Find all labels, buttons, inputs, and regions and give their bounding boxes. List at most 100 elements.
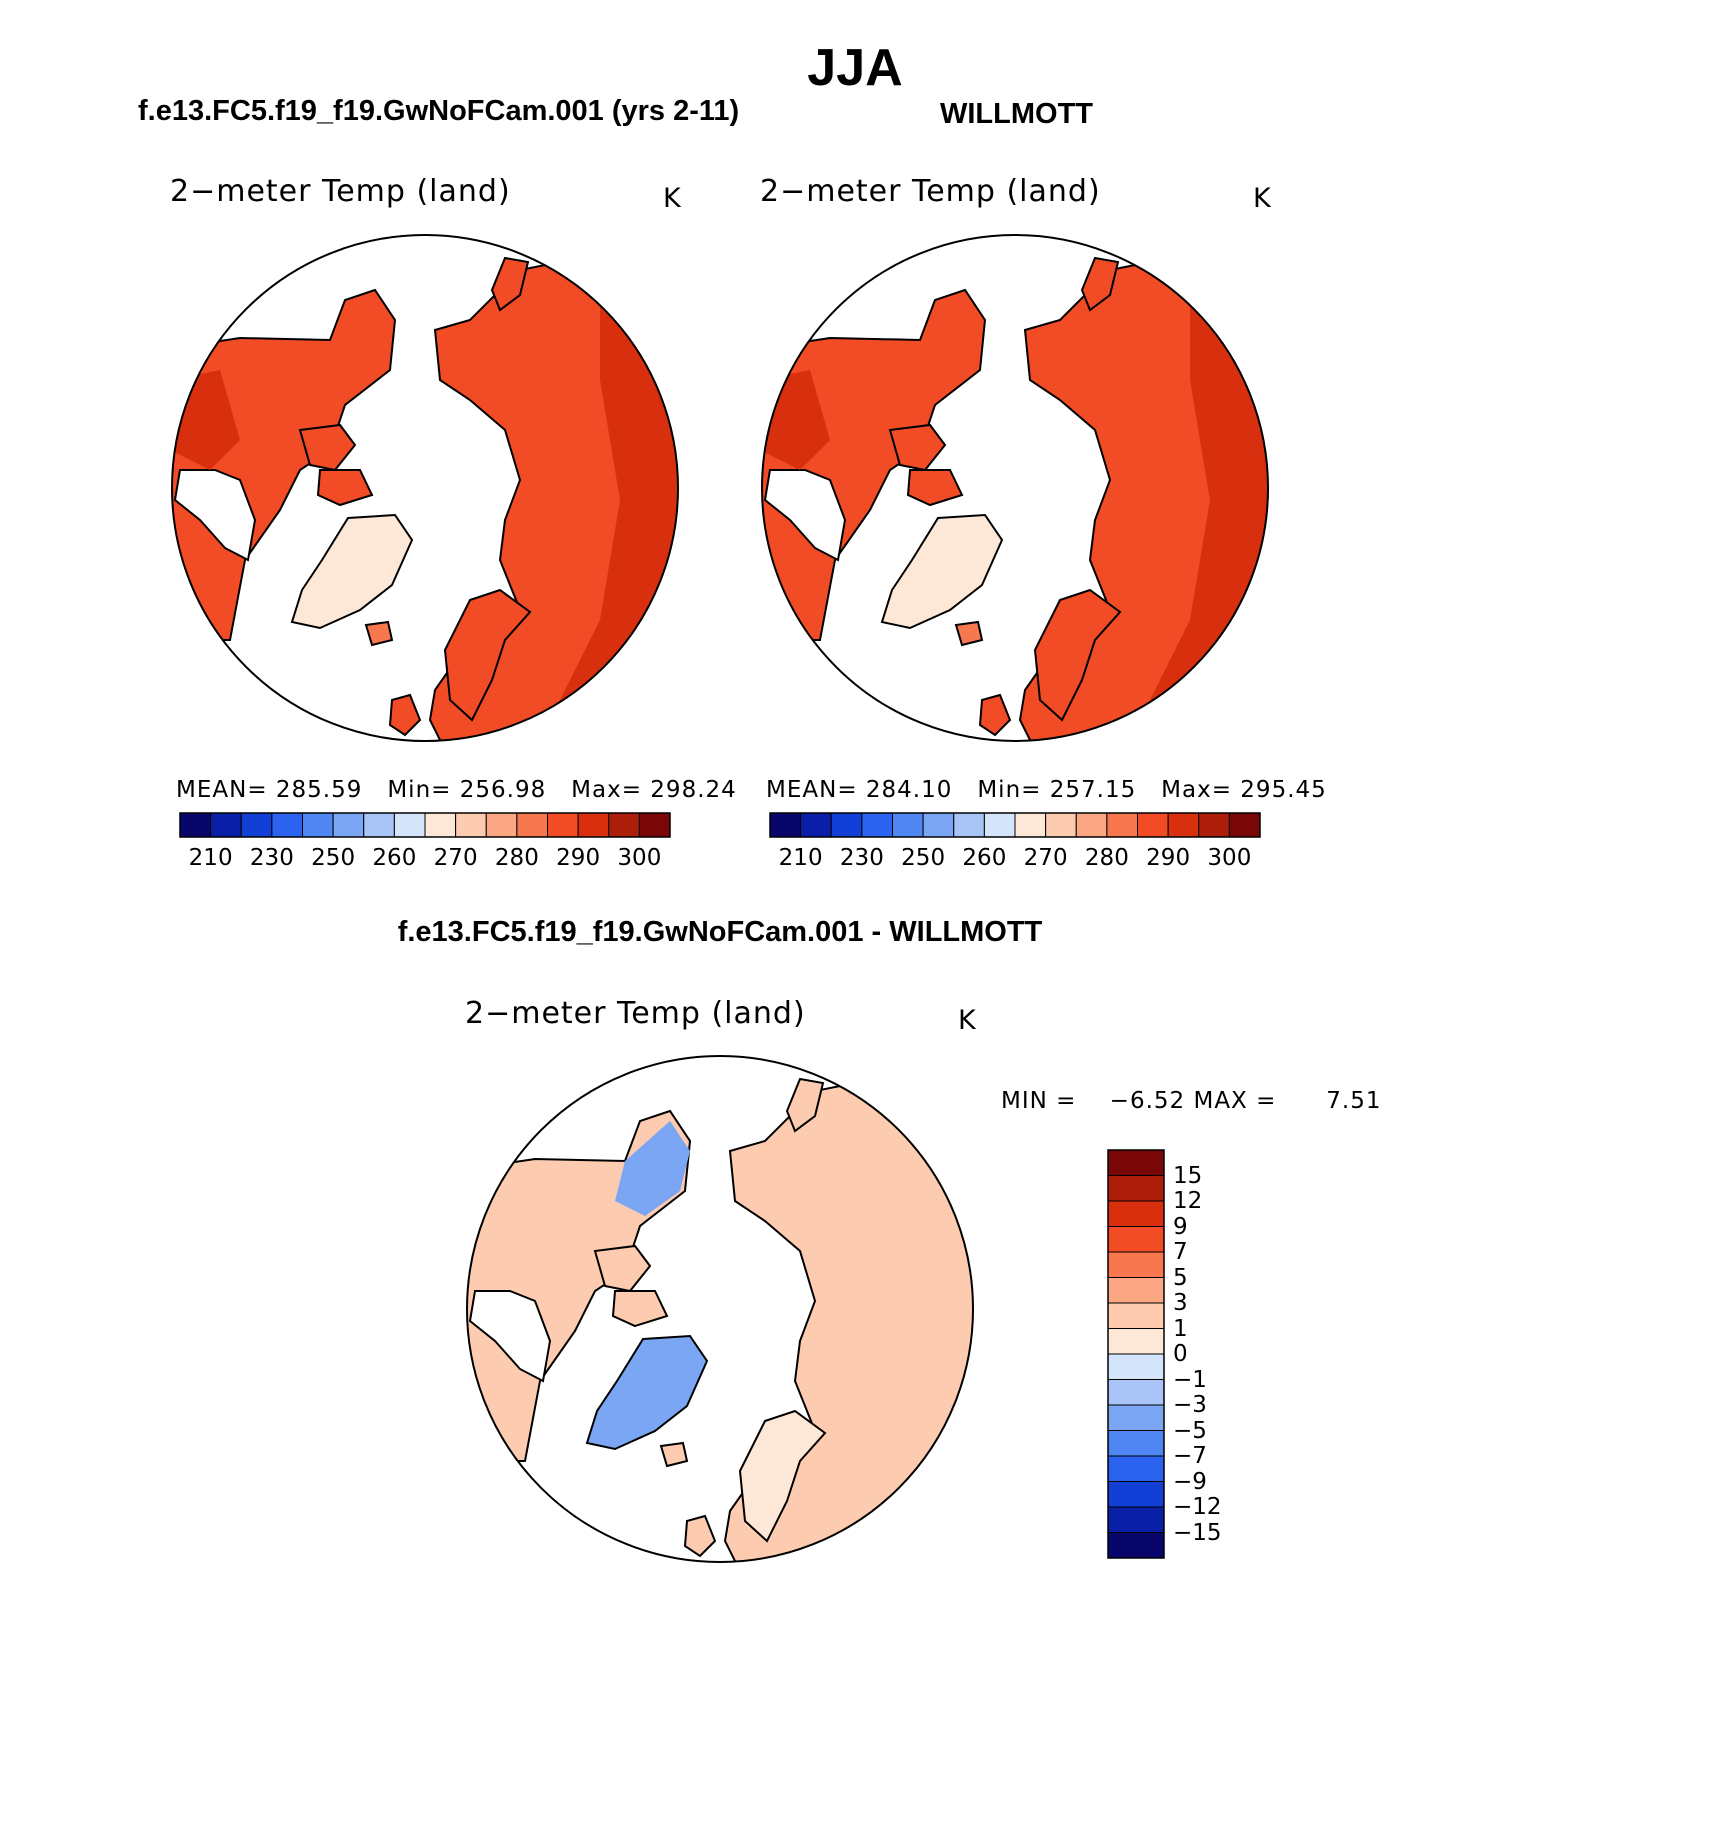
eurasia-landmass <box>490 256 530 312</box>
colorbar-panel-1 <box>179 812 671 838</box>
america-landmass <box>888 423 947 472</box>
colorbar-tick-label: 15 <box>1173 1162 1203 1189</box>
colorbar-tick-label: 0 <box>1173 1341 1188 1367</box>
panel2-stats: MEAN= 284.10 Min= 257.15 Max= 295.45 <box>766 777 1327 803</box>
colorbar-tick-label: 260 <box>962 845 1007 871</box>
colorbar-box <box>363 812 395 838</box>
colorbar-tick-label: −9 <box>1173 1468 1207 1495</box>
map-border <box>171 234 679 742</box>
mean-value: 285.59 <box>275 777 363 803</box>
colorbar-frame <box>179 812 671 838</box>
america-landmass <box>611 1290 669 1328</box>
america-landmass <box>593 1244 652 1293</box>
colorbar-tick-label: 210 <box>778 845 823 871</box>
colorbar-tick-label: 7 <box>1173 1239 1188 1265</box>
max-label: Max= <box>1161 777 1232 803</box>
mean-value: 284.10 <box>865 777 953 803</box>
colorbar-box <box>1107 1379 1165 1406</box>
scandinavia-landmass <box>1033 588 1122 722</box>
america-landmass <box>763 469 847 562</box>
colorbar-tick-label: 230 <box>839 845 884 871</box>
colorbar-box <box>1167 812 1200 838</box>
colorbar-tick-label: −1 <box>1173 1366 1207 1393</box>
panel1-title: f.e13.FC5.f19_f19.GwNoFCam.001 (yrs 2-11… <box>138 95 740 127</box>
eurasia-landmass <box>785 1077 825 1133</box>
map-panel-2 <box>761 234 1269 742</box>
colorbar-tick-label: −7 <box>1173 1443 1207 1469</box>
colorbar-box <box>1228 812 1261 838</box>
colorbar-box <box>892 812 924 838</box>
colorbar-tick-label: 5 <box>1173 1264 1188 1291</box>
max-label: Max= <box>571 777 642 803</box>
colorbar-tick-label: 280 <box>494 845 539 871</box>
min-value: 257.15 <box>1049 777 1137 803</box>
scandinavia-landmass <box>443 588 532 722</box>
colorbar-tick-label: −15 <box>1173 1519 1222 1546</box>
iceland-landmass <box>364 620 394 647</box>
colorbar-box <box>1107 1328 1165 1355</box>
colorbar-tick-label: −5 <box>1173 1417 1207 1444</box>
colorbar-tick-label: 210 <box>188 845 233 871</box>
greenland-landmass <box>290 513 414 630</box>
colorbar-box <box>769 812 802 838</box>
min-value: −6.52 <box>1109 1088 1186 1114</box>
map-panel-3 <box>466 1055 974 1563</box>
colorbar-box <box>1014 812 1047 838</box>
max-value: 295.45 <box>1240 777 1327 803</box>
colorbar-tick-label: 270 <box>1023 845 1068 871</box>
colorbar-box <box>800 812 832 838</box>
colorbar-tick-label: 290 <box>1146 845 1191 871</box>
colorbar-box <box>455 812 487 838</box>
colorbar-frame <box>1107 1149 1165 1559</box>
max-value: 7.51 <box>1326 1088 1382 1114</box>
eurasia-landmass <box>1080 256 1120 312</box>
panel2-variable-label: 2−meter Temp (land) <box>760 174 1101 209</box>
colorbar-box <box>1107 1226 1165 1253</box>
colorbar-frame <box>769 812 1261 838</box>
uk-landmass <box>978 693 1012 737</box>
panel1-units: K <box>663 183 681 214</box>
colorbar-tick-label: 280 <box>1084 845 1129 871</box>
colorbar-box <box>953 812 985 838</box>
map-land <box>467 1077 973 1562</box>
colorbar-box <box>1107 1175 1165 1202</box>
colorbar-tick-label: 230 <box>249 845 294 871</box>
map-fill <box>762 256 1268 741</box>
map-border <box>466 1055 974 1563</box>
colorbar-box <box>485 812 518 838</box>
scandinavia-landmass <box>738 1409 827 1543</box>
colorbar-box <box>1107 1277 1165 1304</box>
colorbar-tick-label: 250 <box>901 845 946 871</box>
colorbar-box <box>547 812 579 838</box>
map-fill <box>467 1077 973 1562</box>
colorbar-box <box>1075 812 1108 838</box>
colorbar-panel-2 <box>769 812 1261 838</box>
colorbar-tick-label: 290 <box>556 845 601 871</box>
colorbar-box <box>1045 812 1077 838</box>
iceland-landmass <box>954 620 984 647</box>
america-landmass <box>906 469 964 507</box>
colorbar-box <box>1107 1302 1165 1329</box>
colorbar-box <box>1107 1149 1165 1176</box>
colorbar-box <box>1107 1481 1165 1508</box>
colorbar-box <box>577 812 610 838</box>
colorbar-box <box>608 812 640 838</box>
colorbar-box <box>1107 1251 1165 1278</box>
colorbar-tick-label: 9 <box>1173 1213 1188 1240</box>
colorbar-box <box>1107 1430 1165 1457</box>
colorbar-box <box>393 812 426 838</box>
panel1-stats: MEAN= 285.59 Min= 256.98 Max= 298.24 <box>176 777 737 803</box>
colorbar-tick-label: 3 <box>1173 1290 1188 1316</box>
colorbar-box <box>1107 1506 1165 1533</box>
colorbar-tick-label: 12 <box>1173 1188 1203 1214</box>
america-landmass <box>173 469 257 562</box>
max-value: 298.24 <box>650 777 737 803</box>
colorbar-tick-label: −3 <box>1173 1392 1207 1418</box>
colorbar-tick-label: −12 <box>1173 1494 1222 1520</box>
panel3-units: K <box>958 1005 976 1036</box>
colorbar-panel-3 <box>1107 1149 1165 1559</box>
figure-title: JJA <box>807 39 903 97</box>
panel3-variable-label: 2−meter Temp (land) <box>465 996 806 1031</box>
min-label: MIN = <box>1001 1088 1077 1114</box>
